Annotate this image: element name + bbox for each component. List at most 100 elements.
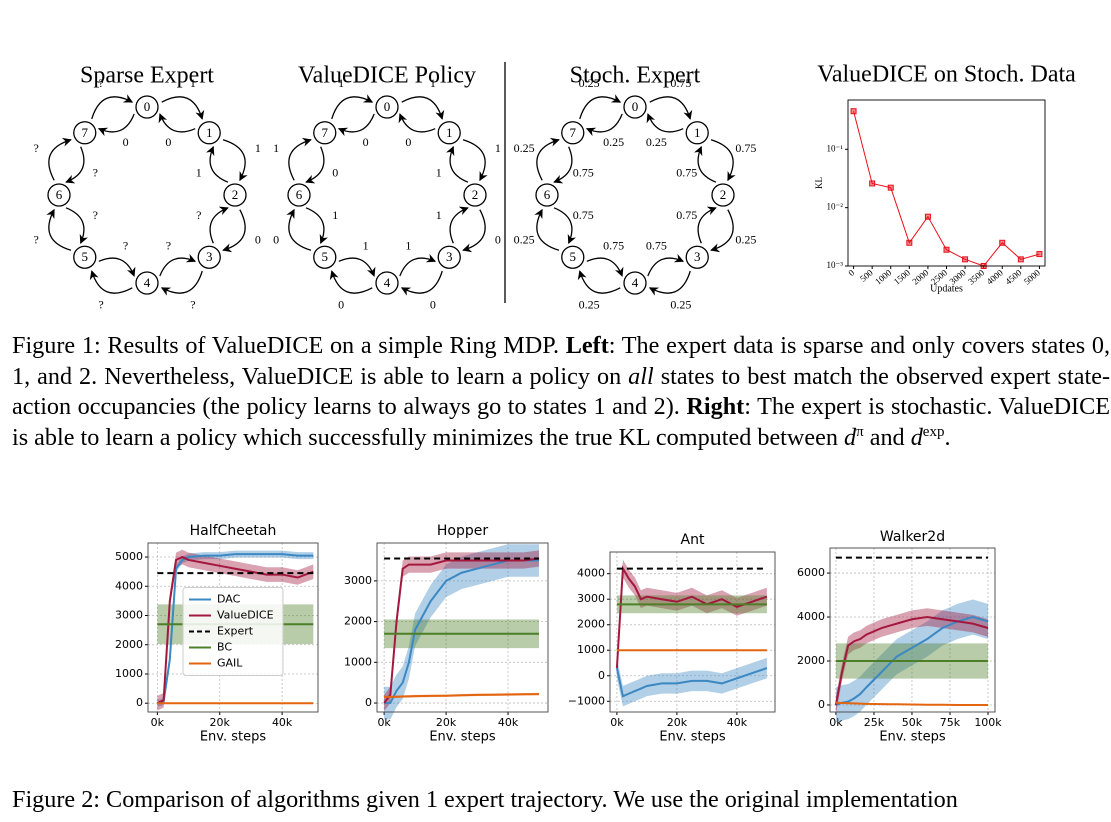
edge-label: 1 [273, 141, 279, 155]
x-tick-label: 1500 [892, 267, 913, 287]
caption-run: : The expert data is sparse and only cov… [12, 332, 1110, 390]
x-tick-label: 0k [377, 716, 391, 729]
state-node [313, 121, 337, 145]
x-tick-label: 20k [436, 716, 457, 729]
state-label: 4 [144, 275, 151, 290]
edge-arrow [89, 270, 133, 294]
plot-frame [609, 551, 776, 713]
x-axis-label: Env. steps [429, 730, 496, 745]
plot-frame [376, 542, 549, 713]
state-node [463, 183, 487, 207]
state-node [197, 245, 221, 269]
state-label: 7 [322, 125, 329, 140]
state-label: 3 [694, 249, 701, 264]
edge-arrow [710, 209, 734, 253]
y-tick-label: 0 [136, 696, 143, 709]
state-label: 2 [232, 187, 239, 202]
x-tick-label: 40k [498, 716, 519, 729]
edge-arrow [160, 270, 203, 296]
state-label: 4 [632, 275, 639, 290]
state-node [685, 245, 709, 269]
series-line [384, 693, 540, 698]
caption-run: all [628, 362, 654, 390]
spread-band [384, 550, 540, 712]
series-line [853, 111, 1040, 267]
y-tick-label: 0 [365, 696, 372, 709]
state-node [73, 245, 97, 269]
edge-label: 1 [495, 141, 501, 155]
legend-label: Expert [217, 625, 254, 638]
point-marker [887, 184, 894, 191]
point-marker [1036, 251, 1043, 258]
legend-label: DAC [217, 593, 241, 606]
figure-2-caption: Figure 2: Comparison of algorithms given… [12, 786, 958, 813]
edge-label: 0.25 [735, 233, 756, 247]
edge-arrow [586, 257, 624, 277]
y-tick-label: 4000 [577, 567, 605, 580]
edge-arrow [286, 208, 312, 251]
state-node [197, 121, 221, 145]
x-tick-label: 0k [610, 716, 624, 729]
edge-arrow [205, 145, 229, 183]
state-label: 1 [694, 125, 701, 140]
edge-label: 0.75 [646, 238, 667, 252]
series-line [615, 667, 768, 698]
caption-run: π [856, 423, 864, 440]
edge-arrow [693, 145, 717, 183]
x-tick-label: 1000 [873, 267, 894, 287]
state-node [287, 183, 311, 207]
edge-label: 0.75 [735, 141, 756, 155]
edge-arrow [337, 113, 375, 137]
state-node [623, 95, 647, 119]
y-tick-label: 6000 [797, 566, 825, 579]
x-axis-label: Env. steps [200, 730, 267, 745]
edge-label: 0.25 [670, 298, 691, 312]
x-tick-label: 40k [727, 716, 748, 729]
plot-frame [847, 99, 1046, 267]
chart-title: Ant [681, 532, 705, 548]
edge-arrow [462, 209, 486, 253]
edge-label: ? [33, 141, 38, 155]
y-tick-label: 10⁻² [827, 202, 844, 212]
chart-title: HalfCheetah [190, 523, 277, 539]
caption-run: d [843, 423, 857, 451]
state-node [47, 183, 71, 207]
x-tick-label: 100k [974, 716, 1002, 729]
edge-arrow [401, 96, 445, 120]
edge-label: 0.75 [573, 208, 594, 222]
y-tick-label: 10⁻¹ [827, 143, 844, 153]
edge-arrow [222, 209, 246, 253]
series-line [834, 616, 989, 706]
edge-arrow [65, 146, 85, 184]
point-marker [869, 180, 876, 187]
ring-title: ValueDICE Policy [298, 63, 476, 89]
chart: HalfCheetah 0 1000 2000 3000 4000 5000 0k 20k 40k… [115, 523, 319, 745]
point-marker [999, 239, 1006, 246]
legend-box [182, 587, 284, 676]
y-tick-label: 0 [818, 698, 825, 711]
edge-label: 0 [363, 135, 369, 149]
legend-label: ValueDICE [217, 609, 274, 622]
point-marker [943, 246, 950, 253]
spread-band [616, 559, 767, 678]
state-node [73, 121, 97, 145]
state-label: 0 [384, 99, 391, 114]
edge-label: ? [166, 238, 171, 252]
caption-run: Figure 1: Results of ValueDICE on a simp… [12, 332, 566, 359]
state-node [685, 121, 709, 145]
point-marker [906, 239, 913, 246]
edge-arrow [209, 206, 229, 244]
x-tick-label: 75k [940, 716, 961, 729]
series-line [835, 615, 989, 706]
edge-arrow [331, 94, 374, 120]
state-label: 2 [472, 187, 479, 202]
point-marker [924, 213, 931, 220]
y-axis-label: KL [814, 177, 824, 189]
series-line [157, 553, 314, 705]
edge-arrow [445, 145, 469, 183]
edge-arrow [646, 113, 684, 133]
x-tick-label: 0k [151, 716, 165, 729]
y-tick-label: 4000 [115, 579, 143, 592]
caption-run: exp [922, 423, 945, 440]
state-node [561, 245, 585, 269]
